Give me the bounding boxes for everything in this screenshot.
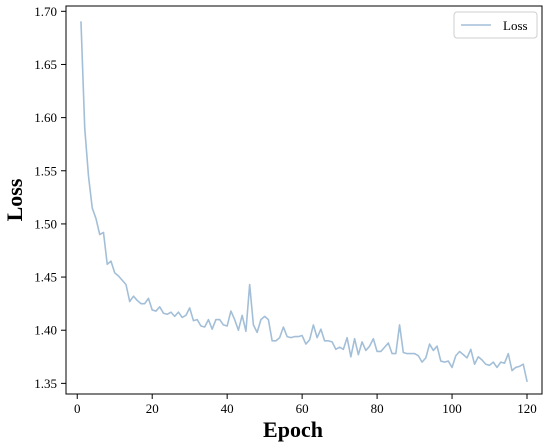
- legend-box: [453, 11, 538, 39]
- x-tick-label: 40: [221, 401, 234, 416]
- x-tick-label: 0: [74, 401, 81, 416]
- x-tick-label: 120: [517, 401, 537, 416]
- series-layer: [80, 21, 528, 383]
- plot-frame: [65, 5, 543, 395]
- x-axis-ticks: 0 20 40 60 80 100 120: [74, 394, 537, 416]
- x-axis-title: Epoch: [263, 417, 323, 442]
- x-tick-label: 60: [296, 401, 309, 416]
- legend-label-loss: Loss: [503, 18, 528, 33]
- y-tick-label: 1.50: [34, 216, 57, 231]
- y-tick-label: 1.60: [34, 110, 57, 125]
- x-tick-label: 20: [146, 401, 159, 416]
- y-axis-title: Loss: [2, 178, 27, 221]
- y-tick-label: 1.65: [34, 57, 57, 72]
- x-tick-label: 80: [371, 401, 384, 416]
- y-tick-label: 1.55: [34, 163, 57, 178]
- y-tick-label: 1.35: [34, 376, 57, 391]
- y-axis-ticks: 1.35 1.40 1.45 1.50 1.55 1.60 1.65 1.70: [34, 4, 66, 391]
- series-line-loss: [80, 21, 528, 383]
- x-tick-label: 100: [442, 401, 462, 416]
- y-tick-label: 1.70: [34, 4, 57, 19]
- y-tick-label: 1.45: [34, 270, 57, 285]
- legend: Loss: [453, 11, 538, 39]
- y-tick-label: 1.40: [34, 323, 57, 338]
